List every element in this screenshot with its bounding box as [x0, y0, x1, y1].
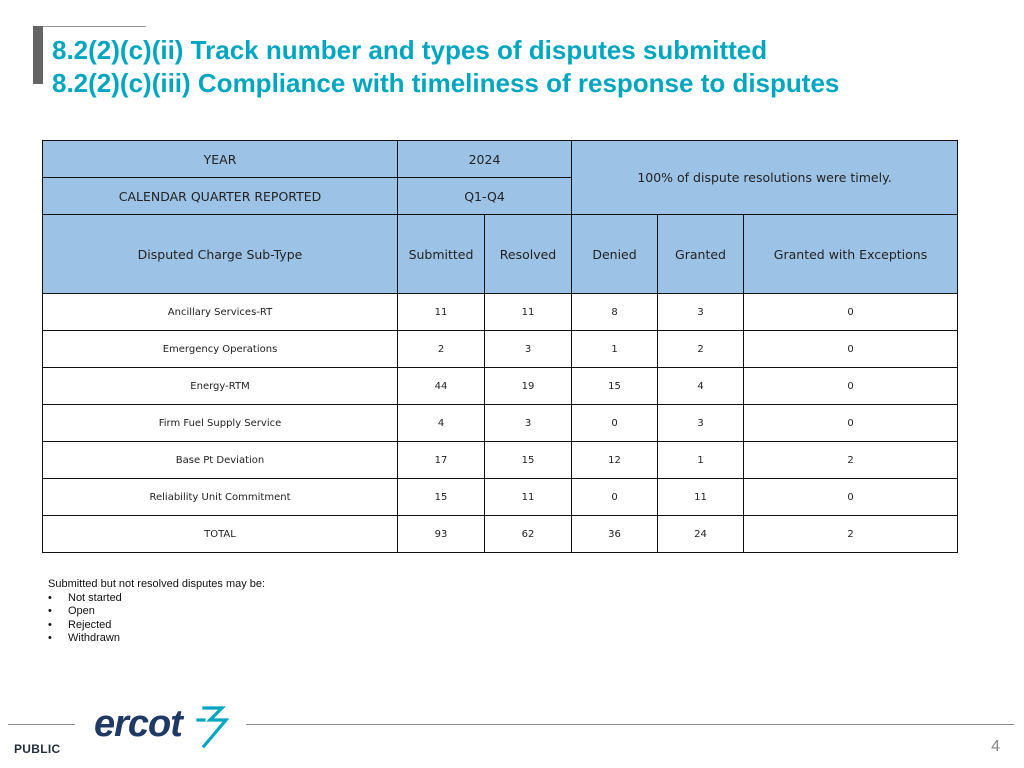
table-cell: 0 — [742, 330, 959, 368]
column-header: Submitted — [397, 214, 485, 294]
table-cell: 4 — [657, 367, 744, 405]
table-cell: 1 — [571, 330, 658, 368]
table-cell: 24 — [657, 515, 744, 553]
table-cell: 0 — [571, 404, 658, 442]
lightning-mark-icon — [196, 706, 230, 749]
table-cell: Reliability Unit Commitment — [42, 478, 398, 516]
column-header: Resolved — [484, 214, 572, 294]
table-cell: 44 — [397, 367, 485, 405]
footer-divider-right — [246, 724, 1014, 725]
table-cell: 0 — [742, 404, 959, 442]
table-cell: 1 — [657, 441, 744, 479]
column-header: Granted — [657, 214, 744, 294]
table-cell: 2 — [742, 441, 959, 479]
table-row: Energy-RTM 44 19 15 4 0 — [42, 367, 959, 405]
table-cell: 11 — [484, 293, 572, 331]
list-item: Rejected — [48, 619, 265, 633]
table-cell: 19 — [484, 367, 572, 405]
logo-wordmark: ercot — [94, 703, 184, 745]
table-cell: 15 — [571, 367, 658, 405]
footer-divider-left — [8, 724, 75, 725]
table-row: Emergency Operations 2 3 1 2 0 — [42, 330, 959, 368]
table-cell: 93 — [397, 515, 485, 553]
slide-title: 8.2(2)(c)(ii) Track number and types of … — [52, 34, 1012, 100]
table-cell: Emergency Operations — [42, 330, 398, 368]
column-header: Denied — [571, 214, 658, 294]
table-cell: 15 — [397, 478, 485, 516]
unresolved-note: Submitted but not resolved disputes may … — [48, 578, 265, 646]
table-row: Firm Fuel Supply Service 4 3 0 3 0 — [42, 404, 959, 442]
page-number: 4 — [991, 738, 1000, 755]
year-value: 2024 — [397, 140, 572, 178]
table-cell: Ancillary Services-RT — [42, 293, 398, 331]
table-cell: Base Pt Deviation — [42, 441, 398, 479]
table-cell: TOTAL — [42, 515, 398, 553]
table-cell: 12 — [571, 441, 658, 479]
table-cell: 4 — [397, 404, 485, 442]
table-cell: 62 — [484, 515, 572, 553]
list-item: Withdrawn — [48, 632, 265, 646]
year-row: YEAR 2024 100% of dispute resolutions we… — [42, 140, 959, 215]
table-cell: 3 — [657, 293, 744, 331]
table-cell: Energy-RTM — [42, 367, 398, 405]
column-header: Disputed Charge Sub-Type — [42, 214, 398, 294]
table-row: Ancillary Services-RT 11 11 8 3 0 — [42, 293, 959, 331]
list-item: Open — [48, 605, 265, 619]
table-cell: 11 — [657, 478, 744, 516]
disputes-table: YEAR 2024 100% of dispute resolutions we… — [42, 140, 959, 553]
quarter-label: CALENDAR QUARTER REPORTED — [42, 177, 398, 215]
table-cell: 11 — [397, 293, 485, 331]
quarter-value: Q1-Q4 — [397, 177, 572, 215]
note-heading: Submitted but not resolved disputes may … — [48, 578, 266, 590]
table-cell: 3 — [657, 404, 744, 442]
table-cell: 15 — [484, 441, 572, 479]
list-item: Not started — [48, 592, 265, 606]
table-cell: Firm Fuel Supply Service — [42, 404, 398, 442]
title-line-1: 8.2(2)(c)(ii) Track number and types of … — [52, 35, 768, 65]
table-cell: 17 — [397, 441, 485, 479]
note-list: Not started Open Rejected Withdrawn — [48, 592, 265, 646]
timely-note: 100% of dispute resolutions were timely. — [570, 140, 959, 215]
year-label: YEAR — [42, 140, 398, 178]
table-cell: 2 — [397, 330, 485, 368]
table-cell: 0 — [571, 478, 658, 516]
table-cell: 2 — [657, 330, 744, 368]
column-header: Granted with Exceptions — [742, 214, 959, 294]
ercot-logo: ercot — [94, 703, 230, 749]
title-accent-line — [43, 26, 146, 27]
title-accent-bar — [33, 26, 43, 84]
column-header-row: Disputed Charge Sub-Type Submitted Resol… — [42, 214, 959, 294]
total-row: TOTAL 93 62 36 24 2 — [42, 515, 959, 553]
table-cell: 0 — [742, 478, 959, 516]
table-row: Reliability Unit Commitment 15 11 0 11 0 — [42, 478, 959, 516]
classification-label: PUBLIC — [14, 742, 61, 756]
table-cell: 11 — [484, 478, 572, 516]
table-cell: 0 — [742, 367, 959, 405]
table-cell: 36 — [571, 515, 658, 553]
table-cell: 2 — [742, 515, 959, 553]
table-cell: 0 — [742, 293, 959, 331]
table-cell: 3 — [484, 404, 572, 442]
title-line-2: 8.2(2)(c)(iii) Compliance with timelines… — [52, 68, 840, 98]
table-cell: 8 — [571, 293, 658, 331]
table-row: Base Pt Deviation 17 15 12 1 2 — [42, 441, 959, 479]
table-cell: 3 — [484, 330, 572, 368]
